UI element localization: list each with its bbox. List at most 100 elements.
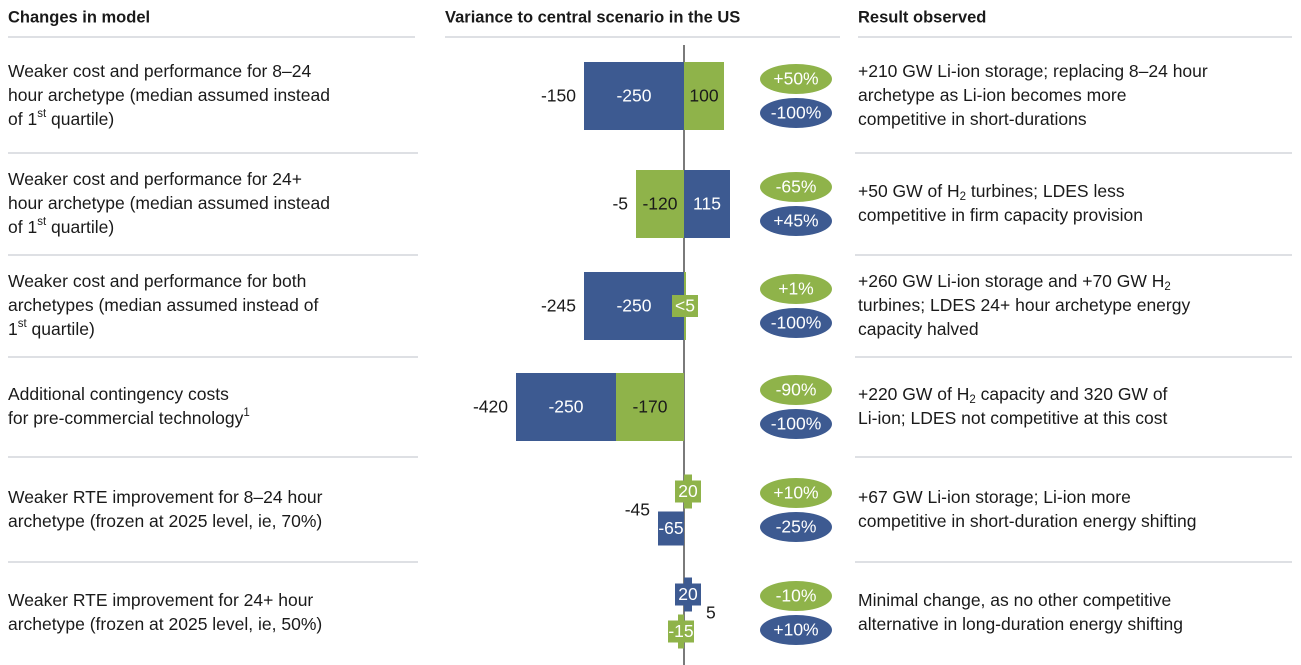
segment-label: -250: [616, 296, 651, 316]
text-span: hour archetype (median assumed instead: [8, 85, 330, 105]
bar-segment: [684, 272, 686, 340]
text-line: archetypes (median assumed instead of: [8, 295, 318, 315]
pct-label: +10%: [773, 483, 818, 503]
text-line: Weaker RTE improvement for 24+ hour: [8, 590, 313, 610]
pct-label: -65%: [776, 177, 817, 197]
pct-oval: [760, 615, 832, 645]
bar-segment: [684, 577, 692, 612]
text-line: +50 GW of H2 turbines; LDES less: [858, 181, 1125, 203]
text-span: quartile): [46, 217, 114, 237]
segment-label: -250: [548, 397, 583, 417]
total-label: 5: [706, 603, 716, 623]
pct-label: -25%: [776, 517, 817, 537]
pct-label: +1%: [778, 279, 814, 299]
segment-label: 20: [678, 584, 698, 604]
pct-label: +50%: [773, 69, 818, 89]
text-line: +260 GW Li-ion storage and +70 GW H2: [858, 271, 1171, 293]
pct-label: -90%: [776, 380, 817, 400]
pct-label: +45%: [773, 211, 818, 231]
text-span: archetype (frozen at 2025 level, ie, 70%…: [8, 511, 322, 531]
text-line: +210 GW Li-ion storage; replacing 8–24 h…: [858, 61, 1208, 81]
pct-label: -100%: [771, 313, 822, 333]
pct-label: -10%: [776, 586, 817, 606]
text-line: Weaker cost and performance for 24+: [8, 169, 302, 189]
bar-segment: [584, 272, 684, 340]
chart-title: Variance to central scenario in the US: [445, 8, 740, 26]
text-line: Weaker cost and performance for 8–24: [8, 61, 311, 81]
text-span: +67 GW Li-ion storage; Li-ion more: [858, 487, 1131, 507]
text-span: +220 GW of H: [858, 384, 969, 404]
pct-oval: [760, 206, 832, 236]
text-span: turbines; LDES 24+ hour archetype energy: [858, 295, 1190, 315]
text-span: turbines; LDES less: [966, 181, 1125, 201]
text-span: competitive in short-duration energy shi…: [858, 511, 1197, 531]
bar-segment: [684, 474, 692, 509]
text-span: 2: [960, 191, 966, 203]
text-line: +220 GW of H2 capacity and 320 GW of: [858, 384, 1168, 406]
text-line: 1st quartile): [8, 318, 95, 339]
text-line: competitive in firm capacity provision: [858, 205, 1143, 225]
pct-oval: [760, 409, 832, 439]
column-header: Result observed: [858, 8, 986, 26]
text-line: capacity halved: [858, 319, 979, 339]
text-span: archetype as Li-ion becomes more: [858, 85, 1126, 105]
text-span: quartile): [46, 109, 114, 129]
pct-label: -100%: [771, 103, 822, 123]
pct-label: +10%: [773, 620, 818, 640]
segment-label: -170: [632, 397, 667, 417]
text-line: Li-ion; LDES not competitive at this cos…: [858, 408, 1167, 428]
text-line: competitive in short-durations: [858, 109, 1087, 129]
text-span: 2: [969, 394, 975, 406]
segment-label: 20: [678, 481, 698, 501]
pct-oval: [760, 64, 832, 94]
text-span: Minimal change, as no other competitive: [858, 590, 1171, 610]
text-line: of 1st quartile): [8, 108, 114, 129]
text-span: st: [37, 216, 47, 228]
text-span: Weaker RTE improvement for 8–24 hour: [8, 487, 323, 507]
text-span: Weaker cost and performance for 24+: [8, 169, 302, 189]
text-line: hour archetype (median assumed instead: [8, 193, 330, 213]
text-line: hour archetype (median assumed instead: [8, 85, 330, 105]
text-span: for pre-commercial technology: [8, 408, 244, 428]
text-line: competitive in short-duration energy shi…: [858, 511, 1197, 531]
total-label: -245: [541, 296, 576, 316]
text-line: +67 GW Li-ion storage; Li-ion more: [858, 487, 1131, 507]
text-line: archetype as Li-ion becomes more: [858, 85, 1126, 105]
bar-segment: [684, 170, 730, 238]
segment-label: <5: [675, 296, 695, 316]
text-span: Li-ion; LDES not competitive at this cos…: [858, 408, 1167, 428]
bar-segment: [584, 62, 684, 130]
bar-segment: [516, 373, 616, 441]
pct-oval: [760, 172, 832, 202]
text-line: Weaker cost and performance for both: [8, 271, 306, 291]
text-line: of 1st quartile): [8, 216, 114, 237]
pct-oval: [760, 274, 832, 304]
bar-segment: [658, 511, 684, 546]
text-span: Weaker cost and performance for 8–24: [8, 61, 311, 81]
text-line: archetype (frozen at 2025 level, ie, 70%…: [8, 511, 322, 531]
pct-oval: [760, 308, 832, 338]
bar-segment: [678, 614, 684, 649]
total-label: -5: [612, 194, 628, 214]
text-line: Minimal change, as no other competitive: [858, 590, 1171, 610]
text-span: Weaker RTE improvement for 24+ hour: [8, 590, 313, 610]
text-span: archetype (frozen at 2025 level, ie, 50%…: [8, 614, 322, 634]
text-line: Additional contingency costs: [8, 384, 229, 404]
text-span: 2: [1164, 281, 1170, 293]
text-span: competitive in firm capacity provision: [858, 205, 1143, 225]
text-span: +260 GW Li-ion storage and +70 GW H: [858, 271, 1164, 291]
segment-label: -65: [658, 518, 683, 538]
text-span: st: [18, 318, 28, 330]
text-span: 1: [8, 319, 18, 339]
text-span: archetypes (median assumed instead of: [8, 295, 318, 315]
pct-oval: [760, 512, 832, 542]
segment-label: -15: [668, 621, 693, 641]
total-label: -45: [625, 500, 650, 520]
pct-oval: [760, 375, 832, 405]
text-line: for pre-commercial technology1: [8, 407, 250, 428]
column-header: Changes in model: [8, 8, 150, 26]
text-span: Weaker cost and performance for both: [8, 271, 306, 291]
segment-label: -250: [616, 86, 651, 106]
text-span: +210 GW Li-ion storage; replacing 8–24 h…: [858, 61, 1208, 81]
